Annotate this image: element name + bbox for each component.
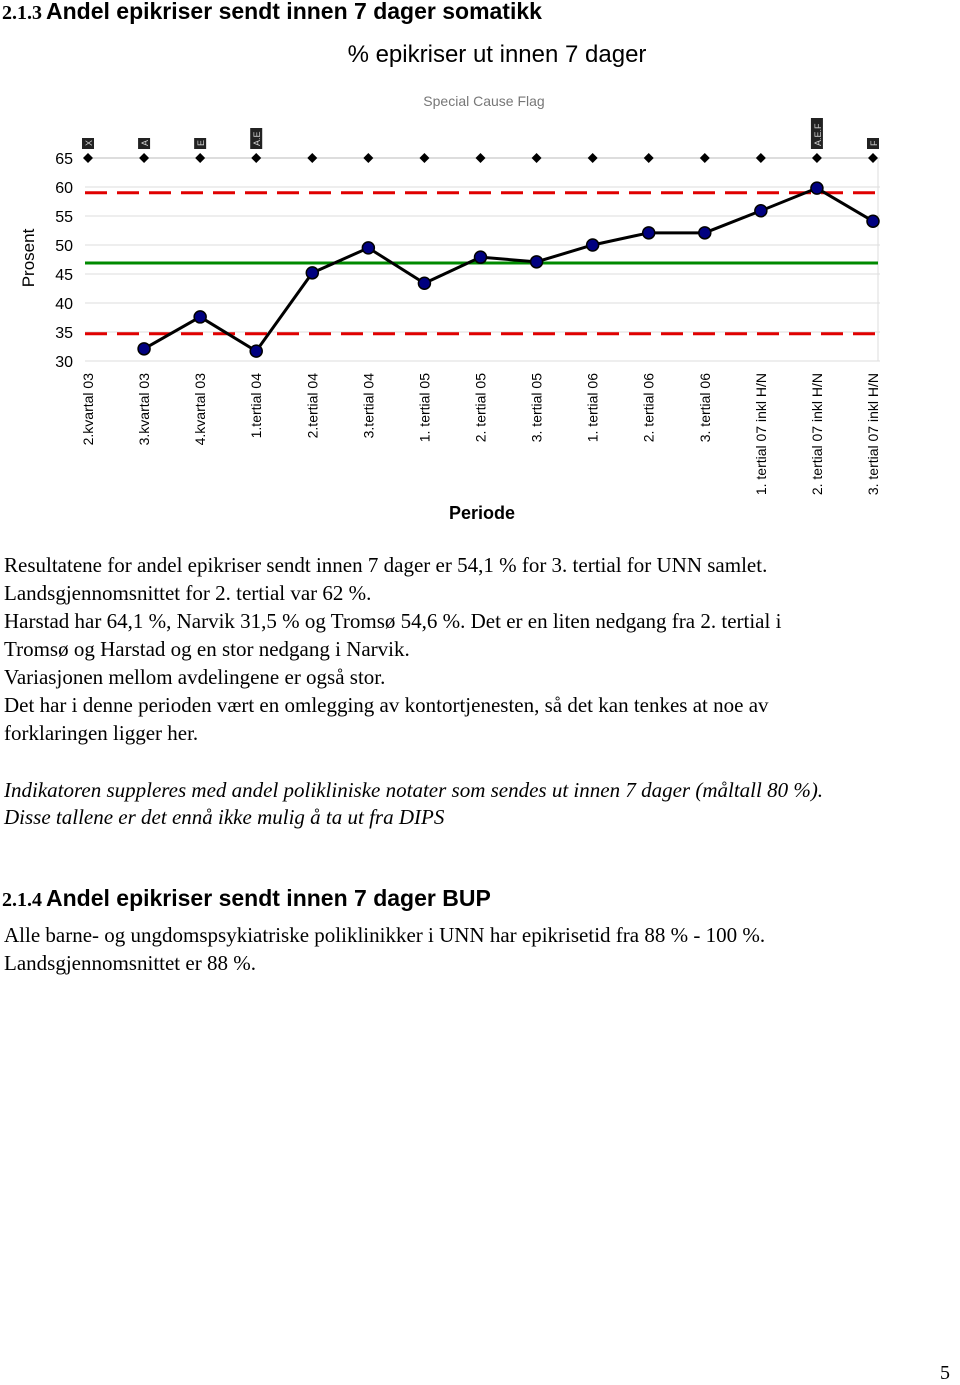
- flag: F: [867, 138, 879, 149]
- flag-marker: [868, 153, 878, 163]
- y-tick-label: 45: [55, 267, 73, 284]
- heading-title: Andel epikriser sendt innen 7 dager soma…: [46, 0, 542, 24]
- flag: A: [138, 138, 151, 149]
- text-line: Landsgjennomsnittet er 88 %.: [4, 951, 256, 975]
- y-tick-label: 30: [55, 354, 73, 371]
- data-point: [305, 266, 320, 280]
- x-tick-label: 1.tertial 04: [248, 373, 264, 439]
- flag-marker: [251, 153, 262, 163]
- x-tick-label: 2.tertial 04: [304, 373, 320, 439]
- data-point: [249, 344, 263, 358]
- flag: A.E.F: [810, 118, 823, 149]
- flag-label: A.E: [252, 131, 262, 146]
- flag-marker: [587, 153, 598, 163]
- y-tick-label: 35: [55, 325, 73, 342]
- flag: X: [82, 138, 94, 149]
- y-tick-label: 60: [55, 180, 73, 197]
- flag: E: [194, 138, 207, 149]
- x-tick-label: 3. tertial 05: [529, 373, 545, 442]
- flag-marker: [531, 153, 542, 163]
- text-line: Resultatene for andel epikriser sendt in…: [4, 553, 768, 577]
- data-point: [641, 226, 656, 240]
- x-tick-label: 1. tertial 06: [585, 373, 601, 442]
- heading-number: 2.1.4: [2, 889, 42, 911]
- flag-label: X: [84, 140, 94, 146]
- data-point: [698, 226, 712, 240]
- data-point: [417, 276, 432, 291]
- x-tick-label: 2. tertial 06: [641, 373, 657, 442]
- flag-marker: [195, 153, 206, 163]
- flag-marker: [307, 153, 318, 163]
- data-point: [361, 241, 376, 255]
- x-tick-label: 3. tertial 06: [697, 373, 713, 442]
- flag-box: [82, 138, 94, 149]
- text-line: Tromsø og Harstad og en stor nedgang i N…: [4, 637, 410, 661]
- chart: % epikriser ut innen 7 dager Special Cau…: [19, 41, 881, 523]
- flag-label: A.E.F: [813, 123, 823, 146]
- flag-marker: [755, 153, 766, 163]
- y-tick-label: 65: [55, 151, 73, 168]
- series-line: [143, 186, 874, 354]
- x-tick-label: 1. tertial 07 inkl H/N: [753, 373, 769, 495]
- flag-box: [138, 138, 151, 149]
- data-point: [473, 250, 488, 264]
- flag-box: [194, 138, 207, 149]
- data-point: [810, 181, 824, 195]
- flag-label: E: [196, 140, 206, 146]
- x-tick-label: 1. tertial 05: [416, 373, 432, 442]
- flag-label: F: [869, 140, 879, 146]
- y-tick-label: 55: [55, 209, 73, 226]
- y-tick-label: 50: [55, 238, 73, 255]
- data-point: [754, 204, 768, 218]
- x-tick-label: 4.kvartal 03: [192, 373, 208, 446]
- flag-box: [810, 118, 823, 149]
- flag-box: [867, 138, 879, 149]
- data-point: [193, 310, 207, 324]
- flag-label: A: [140, 140, 150, 146]
- flag-marker: [643, 153, 654, 163]
- data-point: [137, 342, 151, 356]
- flag-box: [250, 128, 263, 149]
- x-tick-label: 2. tertial 05: [473, 373, 489, 442]
- text-line: Harstad har 64,1 %, Narvik 31,5 % og Tro…: [4, 609, 782, 633]
- x-tick-label: 2. tertial 07 inkl H/N: [809, 373, 825, 495]
- y-axis-label: Prosent: [19, 228, 38, 287]
- chart-title: % epikriser ut innen 7 dager: [348, 41, 647, 68]
- page-number: 5: [940, 1362, 950, 1384]
- flag-marker: [419, 153, 430, 163]
- text-line: Landsgjennomsnittet for 2. tertial var 6…: [4, 581, 372, 605]
- text-line: Disse tallene er det ennå ikke mulig å t…: [4, 805, 445, 829]
- y-tick-label: 40: [55, 296, 73, 313]
- text-line: Indikatoren suppleres med andel poliklin…: [4, 778, 824, 802]
- flag-marker: [139, 153, 150, 163]
- heading-1: 2.1.3 Andel epikriser sendt innen 7 dage…: [2, 0, 542, 25]
- x-tick-label: 2.kvartal 03: [80, 373, 96, 446]
- flag-marker: [699, 153, 710, 163]
- heading-number: 2.1.3: [2, 2, 42, 24]
- text-line: forklaringen ligger her.: [4, 721, 199, 745]
- text-line: Variasjonen mellom avdelingene er også s…: [4, 665, 386, 689]
- x-axis-label: Periode: [449, 503, 515, 523]
- x-tick-label: 3.tertial 04: [360, 373, 376, 439]
- flag-marker: [475, 153, 486, 163]
- data-point: [866, 214, 880, 228]
- x-tick-label: 3. tertial 07 inkl H/N: [865, 373, 881, 495]
- heading-2: 2.1.4 Andel epikriser sendt innen 7 dage…: [2, 885, 491, 912]
- text-line: Det har i denne perioden vært en omleggi…: [4, 693, 769, 717]
- flag-marker: [363, 153, 374, 163]
- flag: A.E: [250, 128, 263, 149]
- chart-subtitle: Special Cause Flag: [423, 93, 544, 109]
- data-point: [529, 255, 544, 269]
- x-tick-label: 3.kvartal 03: [136, 373, 152, 446]
- data-point: [585, 238, 600, 252]
- flag-marker: [83, 153, 93, 163]
- heading-title: Andel epikriser sendt innen 7 dager BUP: [46, 885, 491, 911]
- text-line: Alle barne- og ungdomspsykiatriske polik…: [4, 923, 766, 947]
- flag-marker: [811, 153, 822, 163]
